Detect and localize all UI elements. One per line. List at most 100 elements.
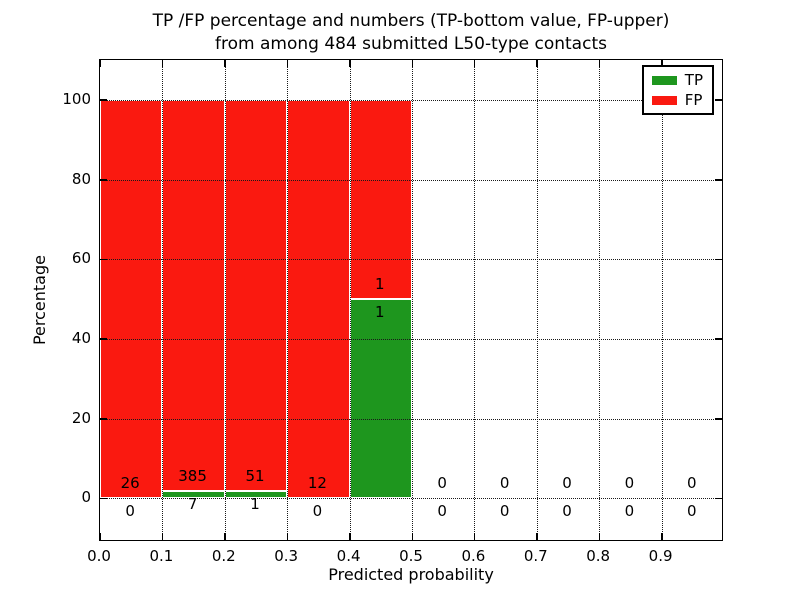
y-tick-label: 60 [71,249,91,268]
y-tick-label: 0 [81,488,91,507]
y-tick-mark [715,258,722,261]
x-tick-mark [536,533,538,540]
x-tick-label: 0.4 [336,547,361,565]
tp-legend-label: TP [684,71,703,89]
gridline-v [412,60,413,540]
fp-count-label: 0 [562,474,572,493]
gridline-v [224,60,226,540]
x-tick-mark [536,60,538,67]
bar-segment-tp [349,299,412,499]
y-tick-mark [100,418,107,420]
tp-count-label: 0 [125,502,135,521]
y-tick-mark [100,338,107,340]
x-tick-label: 0.0 [87,547,111,565]
tp-count-label: 1 [250,494,260,513]
gridline-h [100,418,722,420]
chart-title: TP /FP percentage and numbers (TP-bottom… [99,10,723,56]
fp-count-label: 0 [437,474,447,493]
y-tick-mark [715,99,722,101]
x-tick-label: 0.8 [586,547,611,565]
y-tick-label: 100 [62,89,91,108]
x-tick-label: 0.1 [149,547,174,565]
y-tick-mark [715,179,722,181]
tp-legend-swatch [651,75,677,85]
bar-segment-fp [100,99,163,499]
gridline-h [100,99,722,101]
gridline-v [536,60,538,540]
tp-count-label: 0 [437,502,447,521]
fp-count-label: 0 [499,474,510,493]
y-tick-mark [100,99,107,101]
y-axis-label: Percentage [30,255,49,346]
y-tick-mark [715,418,722,420]
x-tick-label: 0.3 [274,547,299,565]
tp-count-label: 1 [375,303,385,321]
tp-count-label: 0 [499,502,510,521]
fp-count-label: 12 [307,474,327,493]
x-tick-mark [161,533,164,540]
x-tick-mark [661,60,663,67]
gridline-v [349,60,351,540]
y-tick-label: 20 [71,408,91,427]
chart-title-line1: TP /FP percentage and numbers (TP-bottom… [152,11,670,31]
y-tick-label: 80 [71,169,91,188]
tp-count-label: 0 [312,502,323,521]
legend-item-tp: TP [651,71,703,89]
bar-segment-fp [162,99,225,492]
gridline-h [100,179,722,181]
fp-count-label: 26 [120,474,140,493]
gridline-v [599,60,601,540]
x-tick-mark [473,60,476,67]
bar-segment-fp [287,99,350,499]
x-tick-mark [286,60,289,67]
gridline-v [474,60,476,540]
tp-count-label: 0 [624,502,635,521]
x-tick-label: 0.6 [461,547,486,565]
bar-segment-fp [349,99,412,299]
gridline-v [162,60,164,540]
y-tick-mark [100,179,107,181]
y-tick-label: 40 [71,328,91,347]
fp-legend-label: FP [684,91,703,109]
x-tick-mark [473,533,476,540]
x-tick-mark [349,533,351,540]
tp-count-label: 7 [187,495,198,514]
gridline-h [100,498,722,500]
gridline-h [100,259,722,261]
y-tick-mark [100,258,107,261]
y-tick-mark [715,497,722,500]
x-tick-label: 0.9 [648,547,673,565]
fp-count-label: 51 [245,466,265,485]
plot-area: TP FP [99,59,723,541]
x-tick-mark [411,60,413,67]
x-tick-mark [598,533,601,540]
tp-count-label: 0 [562,502,572,521]
chart-title-line2: from among 484 submitted L50-type contac… [215,34,607,54]
x-tick-mark [224,60,226,67]
y-tick-mark [715,338,722,340]
y-tick-mark [100,497,107,500]
fp-count-label: 0 [624,474,635,493]
x-axis-label: Predicted probability [328,565,494,584]
fp-count-label: 1 [375,275,385,293]
x-tick-label: 0.7 [523,547,548,565]
x-tick-label: 0.5 [399,547,423,565]
x-tick-mark [411,533,413,540]
x-tick-mark [224,533,226,540]
fp-count-label: 385 [178,467,207,486]
x-tick-mark [661,533,663,540]
x-tick-mark [286,533,289,540]
fp-legend-swatch [651,95,677,105]
x-tick-mark [99,60,101,67]
x-tick-mark [598,60,601,67]
bar-segment-fp [224,99,288,491]
x-tick-mark [161,60,164,67]
x-tick-mark [99,533,101,540]
legend-item-fp: FP [651,91,703,109]
gridline-v [287,60,289,540]
legend: TP FP [641,65,714,115]
x-tick-mark [349,60,351,67]
gridline-v [661,60,663,540]
gridline-h [100,338,722,340]
